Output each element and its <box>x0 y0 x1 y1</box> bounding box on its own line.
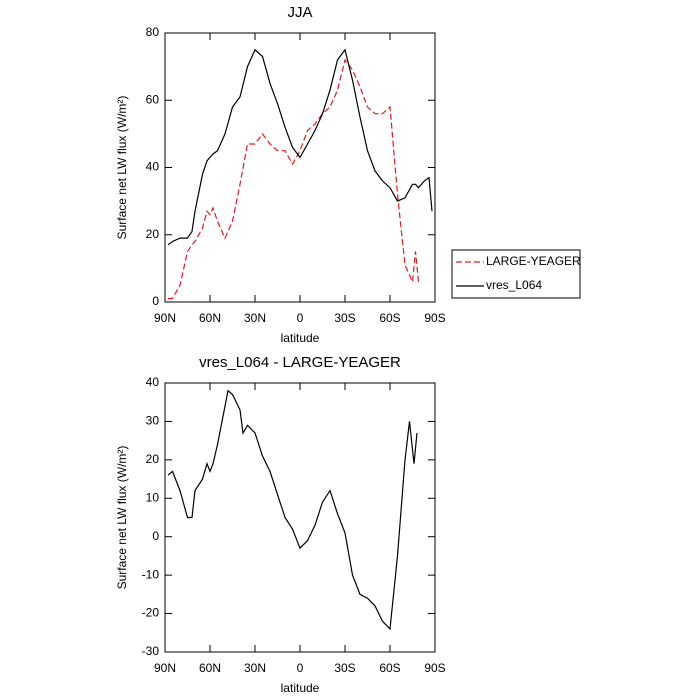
series-line <box>167 389 418 631</box>
x-tick-label: 0 <box>297 661 304 675</box>
x-tick-label: 30N <box>244 311 266 325</box>
legend-box <box>451 249 581 299</box>
chart-title: vres_L064 - LARGE-YEAGER <box>199 354 401 371</box>
x-tick-label: 0 <box>297 311 304 325</box>
y-tick-label: 40 <box>146 160 160 174</box>
x-tick-label: 30S <box>334 311 355 325</box>
y-tick-label: 0 <box>152 529 159 543</box>
x-tick-label: 60S <box>379 661 400 675</box>
y-tick-label: 40 <box>146 375 160 389</box>
plot-frame <box>164 382 436 653</box>
x-tick-label: 90S <box>424 661 445 675</box>
y-tick-label: -10 <box>142 567 160 581</box>
x-tick-label: 60N <box>199 661 221 675</box>
y-tick-label: 30 <box>146 414 160 428</box>
plot-frame <box>164 32 436 303</box>
chart-title: JJA <box>287 4 312 21</box>
x-tick-label: 90N <box>154 661 176 675</box>
y-axis-label: Surface net LW flux (W/m²) <box>115 96 129 240</box>
y-tick-label: 20 <box>146 452 160 466</box>
y-tick-label: 80 <box>146 25 160 39</box>
x-axis-label: latitude <box>281 331 320 345</box>
y-tick-label: 10 <box>146 490 160 504</box>
y-tick-label: 0 <box>152 294 159 308</box>
y-tick-label: 20 <box>146 227 160 241</box>
x-axis-label: latitude <box>281 681 320 695</box>
y-axis-label: Surface net LW flux (W/m²) <box>115 446 129 590</box>
y-tick-label: -30 <box>142 644 160 658</box>
series-line <box>168 58 420 300</box>
x-tick-label: 90S <box>424 311 445 325</box>
legend-label: LARGE-YEAGER <box>486 254 581 268</box>
x-tick-label: 60S <box>379 311 400 325</box>
y-tick-label: 60 <box>146 92 160 106</box>
y-tick-label: -20 <box>142 606 160 620</box>
x-tick-label: 60N <box>199 311 221 325</box>
x-tick-label: 90N <box>154 311 176 325</box>
series-line <box>167 48 433 246</box>
legend-label: vres_L064 <box>486 278 542 292</box>
x-tick-label: 30N <box>244 661 266 675</box>
x-tick-label: 30S <box>334 661 355 675</box>
